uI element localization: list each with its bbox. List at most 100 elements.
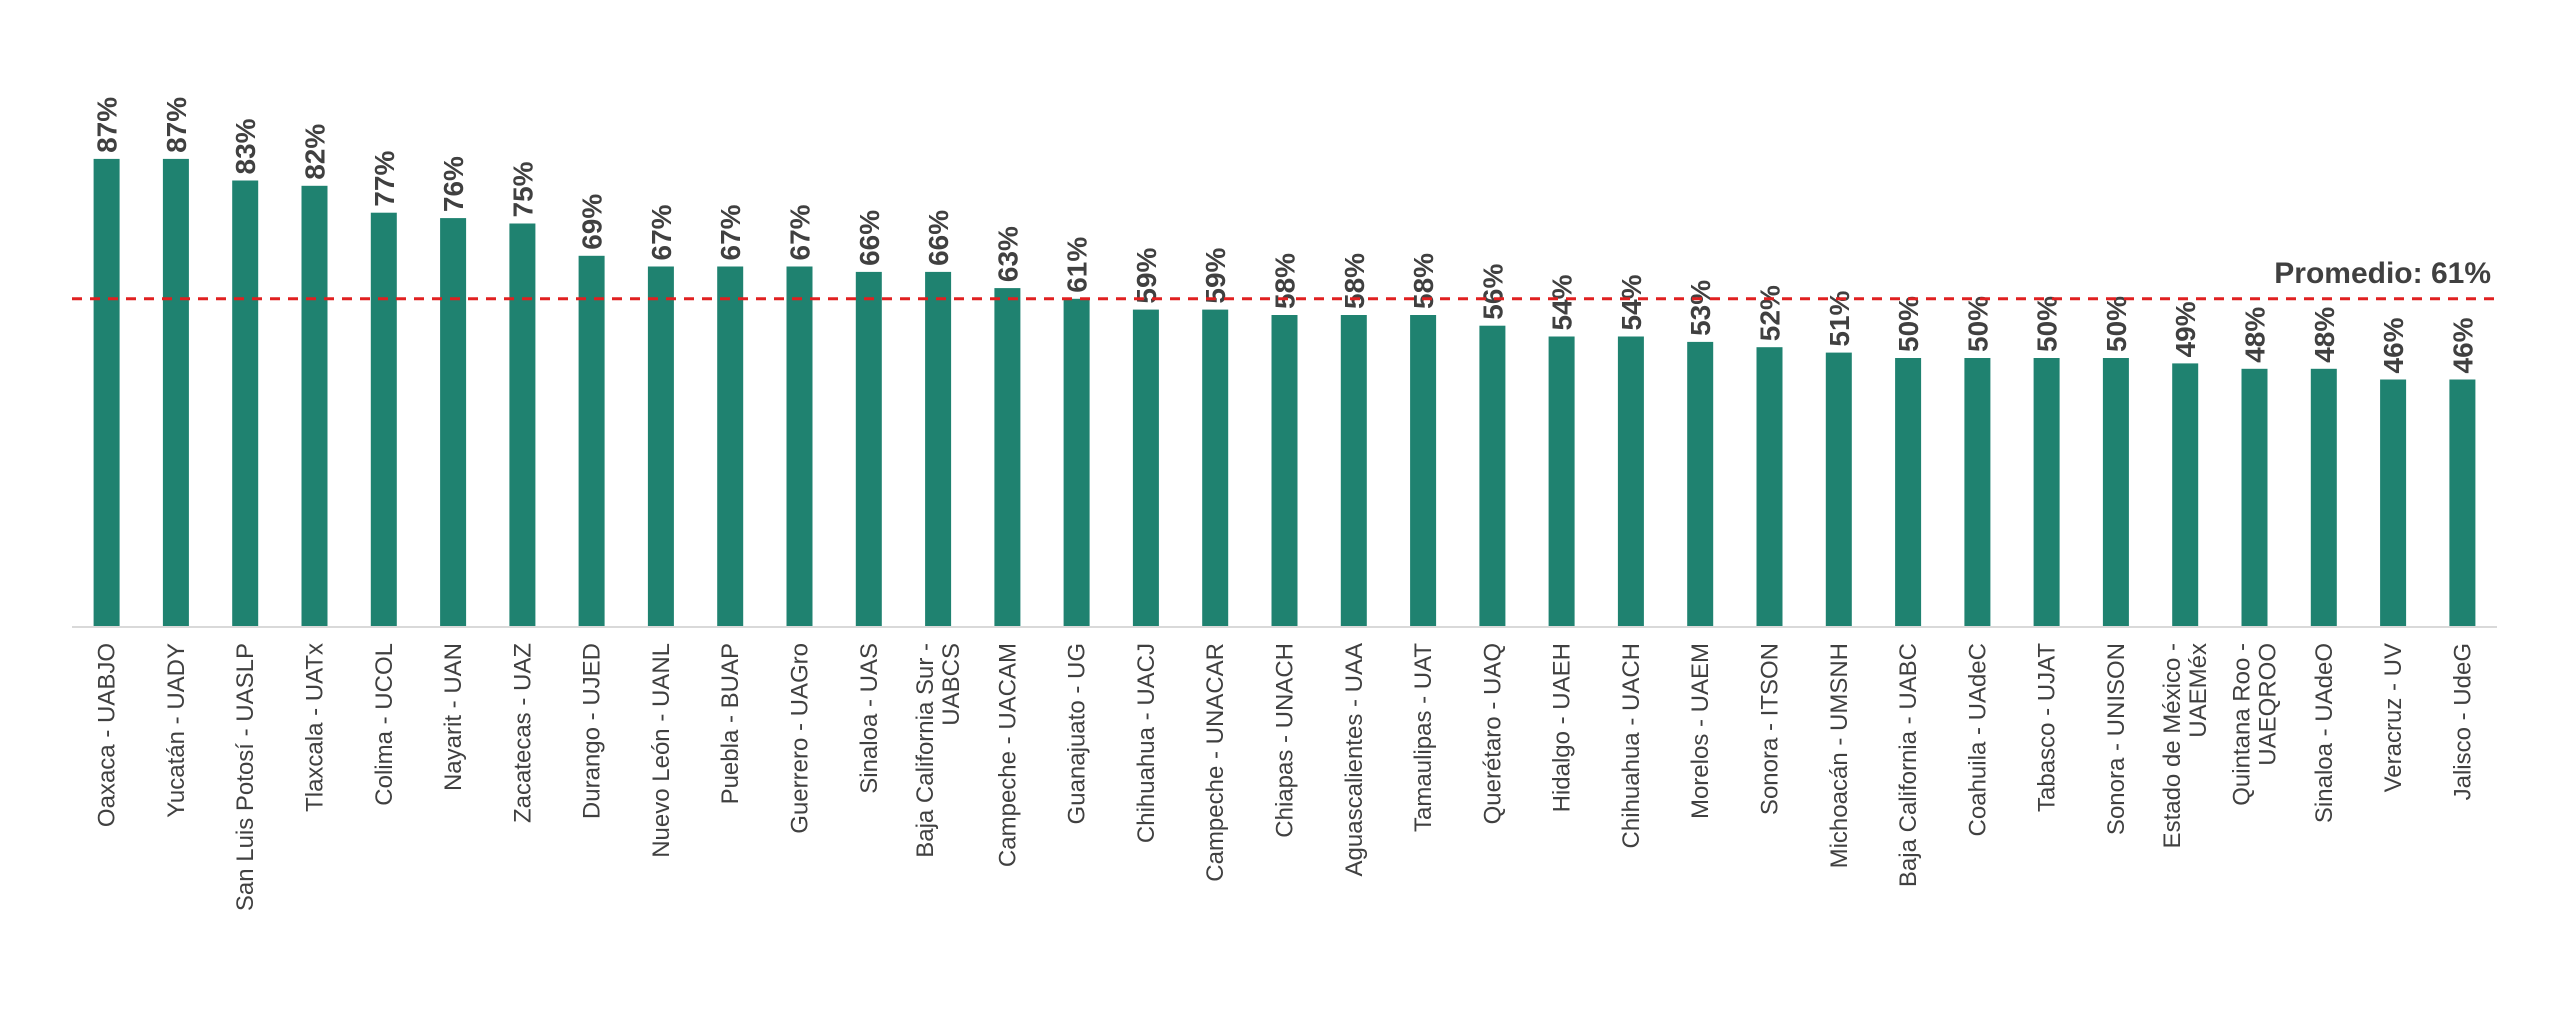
category-label-sinaloa-uas: Sinaloa - UAS: [856, 643, 883, 794]
category-label-queretaro-uaq: Querétaro - UAQ: [1479, 643, 1506, 824]
category-label-baja-california-uabc: Baja California - UABC: [1895, 643, 1922, 887]
value-label-aguascalientes-uaa: 58%: [1339, 253, 1370, 309]
bar-chihuahua-uach: [1617, 336, 1644, 627]
bar-nuevo-leon-uanl: [647, 266, 674, 627]
category-labels-group: Oaxaca - UABJO Yucatán - UADY San Luis Pot…: [94, 643, 2477, 911]
category-label-aguascalientes-uaa: Aguascalientes - UAA: [1341, 643, 1368, 876]
category-label-chihuahua-uach: Chihuahua - UACH: [1618, 643, 1645, 848]
bar-quintana-roo-uaeqroo: [2241, 368, 2268, 627]
category-label-nuevo-leon-uanl: Nuevo León - UANL: [648, 643, 675, 858]
category-label-jalisco-udeg: Jalisco - UdeG: [2449, 643, 2476, 800]
category-label-sinaloa-uadeo: Sinaloa - UAdeO: [2311, 643, 2338, 823]
category-label-colima-ucol: Colima - UCOL: [371, 643, 398, 806]
value-label-chiapas-unach: 58%: [1270, 253, 1301, 309]
value-label-tlaxcala-uatx: 82%: [300, 124, 331, 180]
category-label-hidalgo-uaeh: Hidalgo - UAEH: [1549, 643, 1576, 812]
bar-jalisco-udeg: [2449, 379, 2476, 627]
category-label-nayarit-uan: Nayarit - UAN: [440, 643, 467, 791]
value-label-estado-de-mexico-uaemex: 49%: [2170, 301, 2201, 357]
value-label-jalisco-udeg: 46%: [2447, 317, 2478, 373]
value-label-tabasco-ujat: 50%: [2032, 296, 2063, 352]
bar-coahuila-uadec: [1964, 358, 1991, 627]
bar-sonora-itson: [1756, 347, 1783, 627]
value-label-oaxaca-uabjo: 87%: [92, 97, 123, 153]
bar-tlaxcala-uatx: [301, 185, 328, 628]
category-label-coahuila-uadec: Coahuila - UAdeC: [1964, 643, 1991, 836]
bar-guerrero-uagro: [786, 266, 813, 627]
value-label-campeche-uacam: 63%: [992, 226, 1023, 282]
value-label-puebla-buap: 67%: [715, 204, 746, 260]
bar-yucatan-uady: [162, 158, 189, 627]
category-label-veracruz-uv: Veracruz - UV: [2380, 643, 2407, 792]
category-label-chiapas-unach: Chiapas - UNACH: [1272, 643, 1299, 838]
bar-estado-de-mexico-uaemex: [2172, 363, 2199, 627]
value-label-chihuahua-uach: 54%: [1616, 274, 1647, 330]
value-label-colima-ucol: 77%: [369, 151, 400, 207]
bar-san-luis-potosi-uaslp: [232, 180, 259, 627]
bar-oaxaca-uabjo: [93, 158, 120, 627]
bar-baja-california-sur-uabcs: [925, 271, 952, 627]
value-label-quintana-roo-uaeqroo: 48%: [2240, 307, 2271, 363]
bar-chihuahua-uacj: [1132, 309, 1159, 627]
category-label-campeche-uacam: Campeche - UACAM: [994, 643, 1021, 867]
category-label-tabasco-ujat: Tabasco - UJAT: [2034, 643, 2061, 812]
value-label-coahuila-uadec: 50%: [1962, 296, 1993, 352]
bar-nayarit-uan: [440, 218, 467, 627]
bar-colima-ucol: [370, 212, 397, 627]
bars-group: [93, 158, 2476, 628]
category-label-baja-california-sur-uabcs-line-2: UABCS: [938, 643, 965, 726]
category-label-michoacan-umsnh: Michoacán - UMSNH: [1826, 643, 1853, 868]
value-label-sonora-unison: 50%: [2101, 296, 2132, 352]
bar-michoacan-umsnh: [1825, 352, 1852, 627]
category-label-yucatan-uady: Yucatán - UADY: [163, 643, 190, 818]
value-label-guerrero-uagro: 67%: [785, 204, 816, 260]
bar-campeche-unacar: [1202, 309, 1229, 627]
bar-zacatecas-uaz: [509, 223, 536, 627]
value-label-baja-california-uabc: 50%: [1893, 296, 1924, 352]
bar-sonora-unison: [2102, 358, 2129, 627]
value-label-san-luis-potosi-uaslp: 83%: [230, 118, 261, 174]
bar-aguascalientes-uaa: [1340, 315, 1367, 627]
category-label-durango-ujed: Durango - UJED: [579, 643, 606, 819]
bar-sinaloa-uadeo: [2310, 368, 2337, 627]
value-label-nuevo-leon-uanl: 67%: [646, 204, 677, 260]
value-label-campeche-unacar: 59%: [1200, 247, 1231, 303]
category-label-oaxaca-uabjo: Oaxaca - UABJO: [94, 643, 121, 827]
category-label-tamaulipas-uat: Tamaulipas - UAT: [1410, 643, 1437, 832]
value-label-sinaloa-uas: 66%: [854, 210, 885, 266]
category-label-campeche-unacar: Campeche - UNACAR: [1202, 643, 1229, 882]
bar-chiapas-unach: [1271, 315, 1298, 627]
value-label-nayarit-uan: 76%: [438, 156, 469, 212]
bar-tabasco-ujat: [2033, 358, 2060, 627]
bar-sinaloa-uas: [855, 271, 882, 627]
category-label-puebla-buap: Puebla - BUAP: [717, 643, 744, 804]
value-label-queretaro-uaq: 56%: [1477, 264, 1508, 320]
value-label-zacatecas-uaz: 75%: [507, 161, 538, 217]
category-label-zacatecas-uaz: Zacatecas - UAZ: [509, 643, 536, 823]
bar-guanajuato-ug: [1063, 298, 1090, 627]
bar-queretaro-uaq: [1479, 325, 1506, 627]
bar-campeche-uacam: [994, 288, 1021, 627]
category-label-estado-de-mexico-uaemex-line-1: Estado de México -: [2159, 643, 2186, 848]
bar-baja-california-uabc: [1895, 358, 1922, 627]
value-label-yucatan-uady: 87%: [161, 97, 192, 153]
value-label-durango-ujed: 69%: [577, 194, 608, 250]
value-label-baja-california-sur-uabcs: 66%: [923, 210, 954, 266]
bar-puebla-buap: [717, 266, 744, 627]
value-label-hidalgo-uaeh: 54%: [1547, 274, 1578, 330]
category-label-estado-de-mexico-uaemex-line-2: UAEMéx: [2185, 643, 2212, 738]
category-label-quintana-roo-uaeqroo-line-1: Quintana Roo -: [2229, 643, 2256, 806]
category-label-quintana-roo-uaeqroo-line-2: UAEQROO: [2255, 643, 2282, 766]
category-label-guanajuato-ug: Guanajuato - UG: [1064, 643, 1091, 824]
category-label-morelos-uaem: Morelos - UAEM: [1687, 643, 1714, 819]
category-label-sonora-unison: Sonora - UNISON: [2103, 643, 2130, 835]
category-label-chihuahua-uacj: Chihuahua - UACJ: [1133, 643, 1160, 843]
bar-durango-ujed: [578, 255, 605, 628]
value-label-veracruz-uv: 46%: [2378, 317, 2409, 373]
value-label-guanajuato-ug: 61%: [1062, 237, 1093, 293]
bar-veracruz-uv: [2380, 379, 2407, 627]
value-label-sinaloa-uadeo: 48%: [2309, 307, 2340, 363]
category-label-baja-california-sur-uabcs-line-1: Baja California Sur -: [912, 643, 939, 858]
